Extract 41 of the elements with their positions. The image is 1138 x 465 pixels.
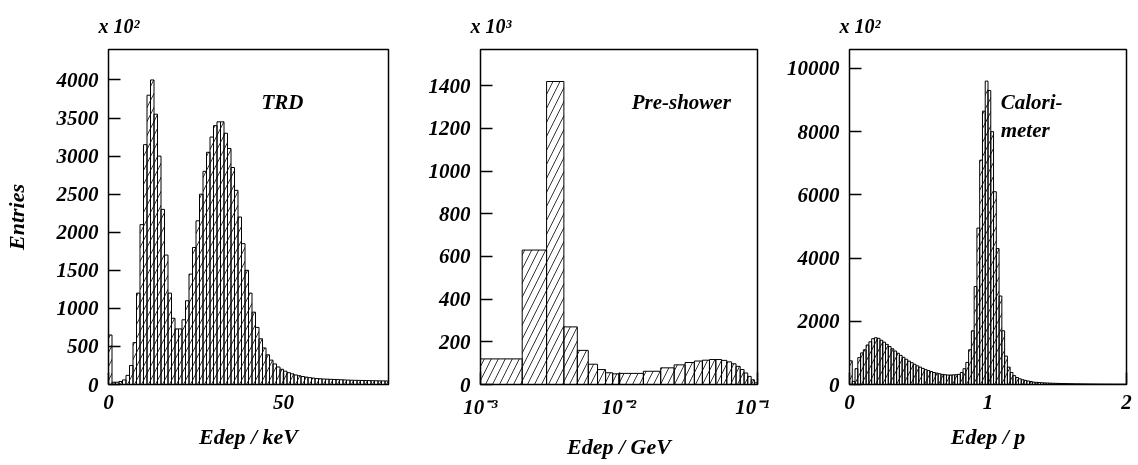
- y-tick-label: 6000: [797, 182, 840, 207]
- y-tick-label: 200: [438, 329, 471, 354]
- x-axis-title: Edep / p: [949, 423, 1026, 449]
- text: x 10²: [97, 15, 141, 37]
- y-tick-label: 8000: [797, 119, 840, 144]
- x-tick-label: 10⁻²: [601, 394, 637, 419]
- x-tick-label: 50: [273, 389, 295, 414]
- y-tick-label: 2000: [796, 309, 840, 334]
- y-tick-label: 400: [438, 287, 471, 312]
- y-tick-label: 800: [439, 201, 471, 226]
- y-tick-label: 500: [67, 334, 99, 359]
- text: x 10³: [469, 15, 513, 37]
- x-tick-label: 10⁻¹: [735, 394, 770, 419]
- y-tick-label: 1500: [56, 258, 99, 283]
- y-tick-label: 10000: [787, 56, 840, 81]
- x-tick-label: 10⁻³: [463, 394, 499, 419]
- y-tick-label: 2000: [55, 220, 99, 245]
- x-tick-label: 0: [844, 389, 856, 414]
- y-tick-label: 1200: [428, 116, 471, 141]
- x-tick-label: 1: [982, 389, 994, 414]
- x-axis-title: Edep / keV: [198, 423, 301, 449]
- annotation: TRD: [261, 89, 304, 114]
- x-axis-title: Edep / GeV: [566, 433, 674, 459]
- y-tick-label: 4000: [796, 246, 840, 271]
- x-tick-label: 2: [1120, 389, 1133, 414]
- y-tick-label: 1000: [428, 159, 471, 184]
- y-tick-label: 1000: [56, 296, 99, 321]
- x-tick-label: 0: [103, 389, 115, 414]
- annotation: Pre-shower: [630, 89, 732, 114]
- y-tick-label: 2500: [55, 182, 99, 207]
- text: x 10²: [838, 15, 882, 37]
- y-tick-label: 3000: [55, 144, 99, 169]
- y-tick-label: 0: [829, 372, 840, 397]
- y-axis-title: Entries: [3, 183, 29, 252]
- y-tick-label: 600: [439, 244, 471, 269]
- y-tick-label: 0: [88, 372, 99, 397]
- y-tick-label: 4000: [55, 67, 99, 92]
- y-tick-label: 3500: [55, 106, 99, 131]
- annotation: Calori- meter: [1000, 89, 1063, 143]
- y-tick-label: 0: [460, 372, 471, 397]
- y-tick-label: 1400: [428, 73, 471, 98]
